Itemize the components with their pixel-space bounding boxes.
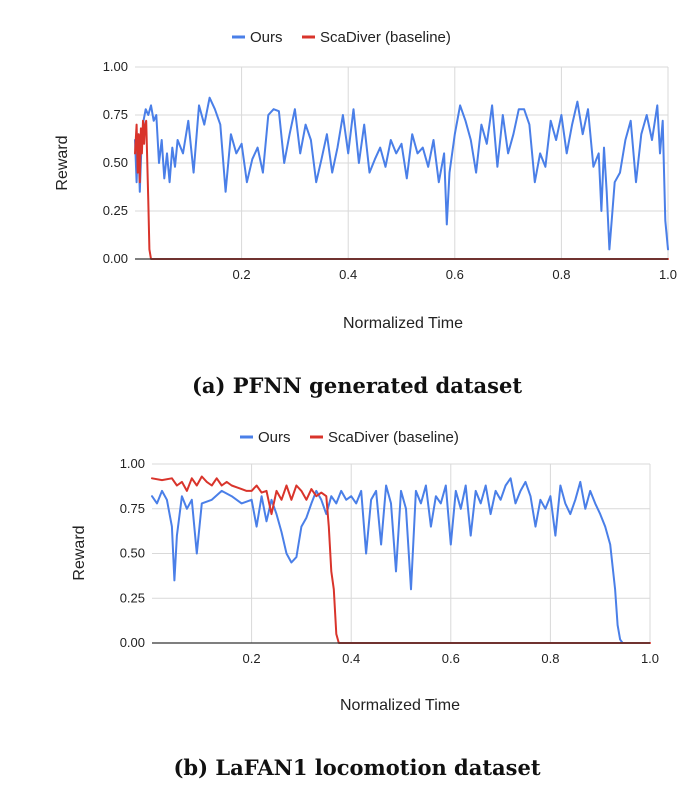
chart-b-y-ticks: 0.00 0.25 0.50 0.75 1.00: [120, 456, 145, 650]
chart-b-y-label: Reward: [71, 525, 88, 580]
chart-a-series: [134, 96, 669, 260]
chart-a-x-ticks: 0.2 0.4 0.6 0.8 1.0: [233, 267, 677, 282]
chart-a-y-tick-label: 0.25: [103, 203, 128, 218]
chart-a-x-tick-label: 0.4: [339, 267, 357, 282]
chart-a-gridlines: [135, 66, 669, 259]
chart-b-x-tick-label: 0.4: [342, 651, 360, 666]
chart-a-legend-baseline: ScaDiver (baseline): [320, 29, 451, 46]
chart-a-legend: Ours ScaDiver (baseline): [232, 29, 451, 46]
chart-b-y-tick-label: 0.25: [120, 590, 145, 605]
chart-b-x-tick-label: 0.6: [442, 651, 460, 666]
chart-a-series-baseline: [134, 119, 669, 260]
chart-b-y-tick-label: 0.00: [120, 635, 145, 650]
chart-a-series-ours: [134, 96, 669, 251]
chart-b-legend-baseline: ScaDiver (baseline): [328, 429, 459, 446]
chart-a-x-tick-label: 1.0: [659, 267, 677, 282]
chart-a-y-tick-label: 0.75: [103, 107, 128, 122]
chart-b-series-ours: [151, 477, 624, 644]
chart-b-gridlines: [152, 463, 651, 643]
chart-a-caption: (a) PFNN generated dataset: [192, 373, 522, 398]
chart-b-x-ticks: 0.2 0.4 0.6 0.8 1.0: [243, 651, 659, 666]
chart-b-y-tick-label: 0.75: [120, 501, 145, 516]
chart-b-y-tick-label: 1.00: [120, 456, 145, 471]
chart-a-y-ticks: 0.00 0.25 0.50 0.75 1.00: [103, 59, 128, 266]
chart-a-x-tick-label: 0.2: [233, 267, 251, 282]
chart-a-legend-ours: Ours: [250, 29, 283, 46]
chart-b: Ours ScaDiver (baseline) 0.00 0.25 0.50 0.7…: [71, 429, 659, 780]
chart-b-series-baseline: [151, 475, 651, 644]
chart-b-legend: Ours ScaDiver (baseline): [240, 429, 459, 446]
chart-b-legend-ours: Ours: [258, 429, 291, 446]
chart-a-x-tick-label: 0.8: [552, 267, 570, 282]
chart-a-y-label: Reward: [54, 135, 71, 190]
chart-b-x-tick-label: 1.0: [641, 651, 659, 666]
chart-b-x-tick-label: 0.8: [541, 651, 559, 666]
chart-a-y-tick-label: 0.00: [103, 251, 128, 266]
chart-a-y-tick-label: 0.50: [103, 155, 128, 170]
chart-b-series: [151, 475, 651, 644]
chart-b-caption: (b) LaFAN1 locomotion dataset: [173, 755, 540, 780]
chart-b-x-label: Normalized Time: [340, 697, 460, 714]
chart-a-x-tick-label: 0.6: [446, 267, 464, 282]
chart-b-x-tick-label: 0.2: [243, 651, 261, 666]
chart-a: Ours ScaDiver (baseline) 0.00 0.25 0.50 0.7…: [54, 29, 677, 398]
chart-a-x-label: Normalized Time: [343, 315, 463, 332]
chart-b-y-tick-label: 0.50: [120, 546, 145, 561]
chart-a-y-tick-label: 1.00: [103, 59, 128, 74]
